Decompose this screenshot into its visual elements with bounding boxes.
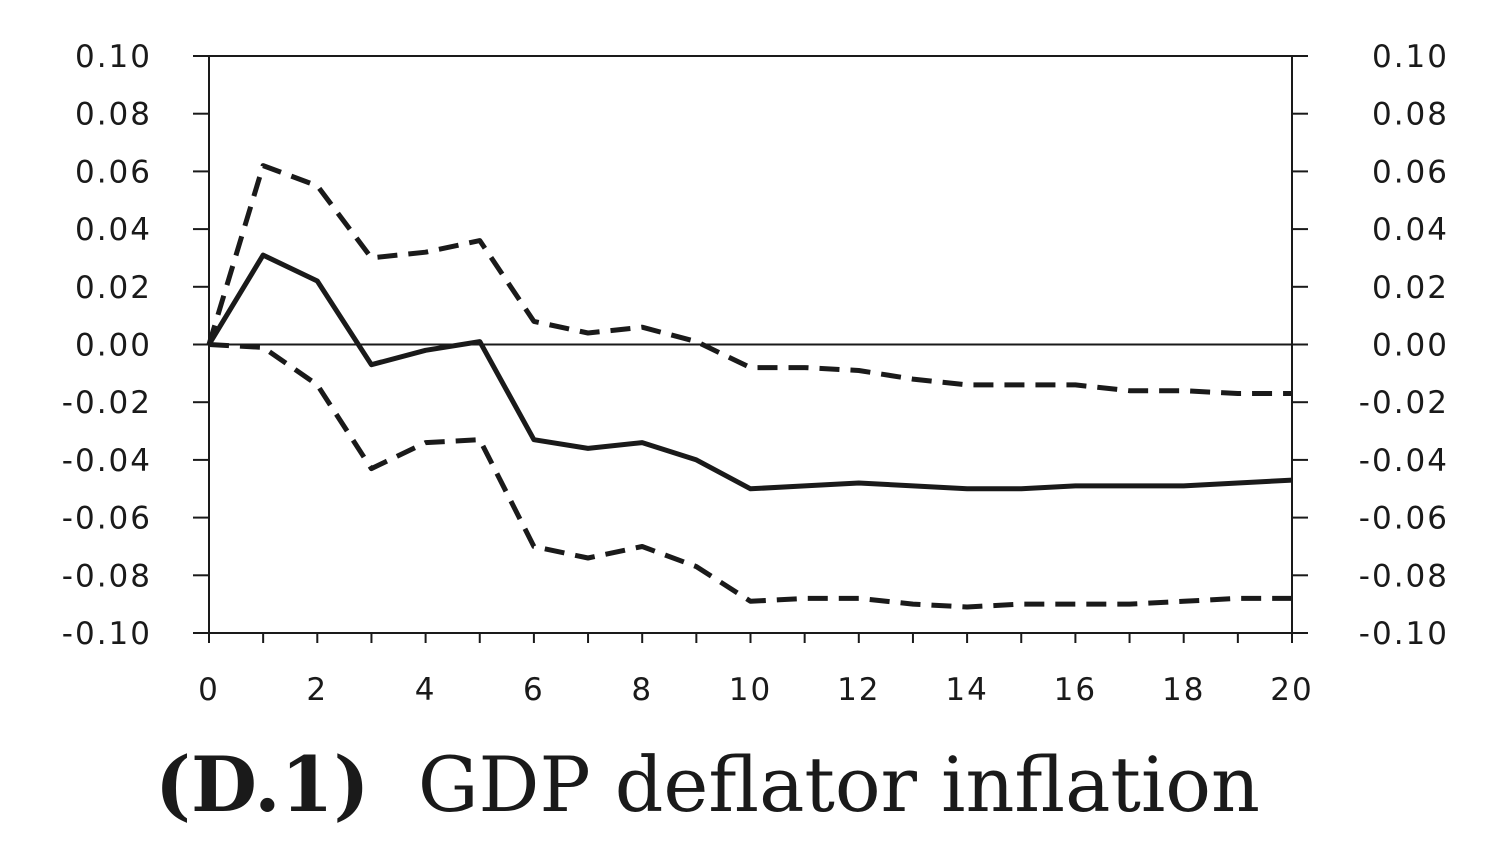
- y-tick-label-right: 0.06: [1372, 154, 1449, 190]
- x-tick-label: 2: [306, 672, 328, 708]
- x-tick-label: 14: [945, 672, 988, 708]
- y-tick-label-left: 0.04: [75, 212, 152, 248]
- ticks-layer: [193, 55, 1308, 643]
- chart-title: GDP deflator inflation: [417, 740, 1260, 829]
- y-tick-label-right: -0.02: [1359, 385, 1449, 421]
- y-tick-label-right: 0.04: [1372, 212, 1449, 248]
- x-tick-label: 20: [1270, 672, 1313, 708]
- y-tick-label-right: 0.00: [1372, 328, 1449, 364]
- y-tick-label-right: 0.08: [1372, 97, 1449, 133]
- y-tick-label-left: -0.02: [62, 385, 152, 421]
- panel-label: (D.1): [155, 740, 370, 829]
- x-tick-label: 12: [837, 672, 880, 708]
- y-tick-label-left: 0.02: [75, 270, 152, 306]
- series-layer: [206, 163, 1293, 610]
- chart-caption: (D.1) GDP deflator inflation: [0, 740, 1415, 829]
- x-tick-label: 0: [198, 672, 220, 708]
- confidence-band-line-1: [206, 163, 1292, 396]
- y-tick-label-right: 0.10: [1372, 39, 1449, 75]
- y-tick-label-right: -0.10: [1359, 616, 1449, 652]
- impulse-response-chart: 0.10 0.10 0.08 0.08 0.06 0.06 0.04 0.04 0.02 0.02…: [62, 39, 1449, 708]
- y-tick-label-left: 0.10: [75, 39, 152, 75]
- impulse-response-line: [206, 252, 1293, 492]
- y-tick-label-left: 0.08: [75, 97, 152, 133]
- y-tick-label-left: -0.04: [62, 443, 152, 479]
- y-tick-label-left: -0.08: [62, 558, 152, 594]
- x-tick-label: 4: [415, 672, 437, 708]
- x-tick-label: 8: [631, 672, 653, 708]
- y-tick-label-left: -0.06: [62, 501, 152, 537]
- tick-labels-layer: 0.10 0.10 0.08 0.08 0.06 0.06 0.04 0.04 0.02 0.02…: [62, 39, 1449, 708]
- x-tick-label: 18: [1162, 672, 1205, 708]
- y-tick-label-left: 0.06: [75, 154, 152, 190]
- x-tick-label: 10: [729, 672, 772, 708]
- x-tick-label: 16: [1054, 672, 1097, 708]
- y-tick-label-right: 0.02: [1372, 270, 1449, 306]
- y-tick-label-right: -0.06: [1359, 501, 1449, 537]
- confidence-band-line-2: [208, 342, 1292, 610]
- y-tick-label-left: -0.10: [62, 616, 152, 652]
- y-tick-label-right: -0.04: [1359, 443, 1449, 479]
- y-tick-label-right: -0.08: [1359, 558, 1449, 594]
- y-tick-label-left: 0.00: [75, 328, 152, 364]
- x-tick-label: 6: [523, 672, 545, 708]
